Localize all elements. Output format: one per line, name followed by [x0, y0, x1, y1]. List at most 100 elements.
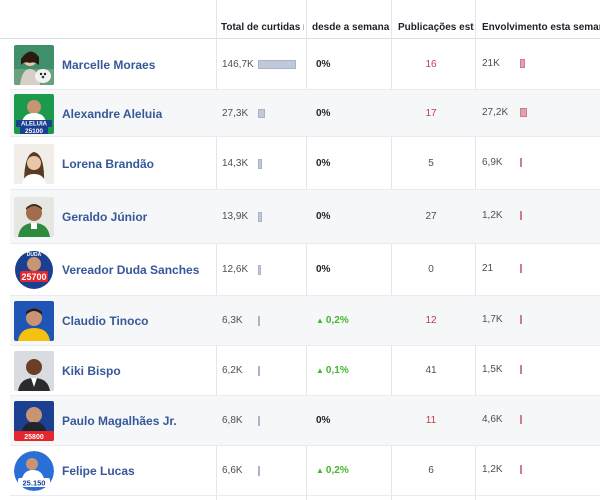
likes-bar — [258, 416, 260, 426]
weekly-change-text: 0% — [316, 107, 331, 119]
likes-bar — [258, 466, 260, 476]
total-likes-value: 6,3K — [222, 315, 243, 326]
engagement-value: 4,6K — [482, 414, 503, 425]
posts-count-value: 0 — [428, 264, 434, 275]
engagement-bar — [520, 58, 525, 68]
page-avatar[interactable] — [14, 197, 54, 237]
svg-text:ALELUIA: ALELUIA — [21, 121, 48, 127]
posts-count-value: 12 — [425, 315, 437, 326]
weekly-change-text: 0,2% — [325, 465, 349, 476]
weekly-change-value: ▲ 0,1% — [316, 365, 349, 376]
table-row: 25.150 Felipe Lucas 6,6K ▲ 0,2% 6 1,2K — [10, 446, 600, 496]
table-row: Claudio Tinoco 6,3K ▲ 0,2% 12 1,7K — [10, 296, 600, 346]
up-triangle-icon: ▲ — [316, 366, 324, 375]
engagement-value: 27,2K — [482, 106, 509, 118]
up-triangle-icon: ▲ — [316, 466, 324, 475]
posts-count-value: 17 — [425, 107, 437, 119]
engagement-bar — [520, 415, 522, 424]
weekly-change-value: 0% — [316, 264, 330, 275]
column-header-total-likes[interactable]: Total de curtidas na — [221, 22, 304, 33]
engagement-bar — [520, 465, 522, 474]
weekly-change-text: 0% — [316, 157, 331, 169]
likes-bar — [258, 108, 265, 118]
engagement-bar — [520, 157, 522, 167]
engagement-value: 1,5K — [482, 364, 503, 375]
column-divider — [306, 0, 307, 500]
page-name-link[interactable]: Claudio Tinoco — [62, 314, 149, 328]
table-row: 25700 DUDA Vereador Duda Sanches 12,6K 0% 0 21 — [10, 244, 600, 296]
likes-bar — [258, 158, 262, 169]
engagement-bar — [520, 315, 522, 324]
engagement-value: 1,2K — [482, 210, 503, 221]
weekly-change-value: 0% — [316, 108, 330, 119]
weekly-change-value: 0% — [316, 59, 330, 70]
column-header-since-week[interactable]: desde a semana p — [312, 22, 390, 33]
svg-text:25100: 25100 — [25, 128, 43, 134]
total-likes-value: 13,9K — [222, 211, 249, 222]
likes-bar — [258, 212, 262, 222]
column-header-posts-week[interactable]: Publicações esta s — [398, 22, 474, 33]
svg-text:25800: 25800 — [24, 434, 44, 441]
table-row: 25800 Paulo Magalhães Jr. 6,8K 0% 11 4,6K — [10, 396, 600, 446]
column-divider — [391, 0, 392, 500]
page-avatar[interactable]: 25800 — [14, 401, 54, 441]
row-divider — [10, 189, 600, 190]
page-avatar[interactable] — [14, 44, 54, 85]
likes-bar — [258, 59, 296, 69]
page-name-link[interactable]: Vereador Duda Sanches — [62, 263, 200, 277]
engagement-bar — [520, 264, 522, 273]
posts-count-value: 11 — [425, 415, 437, 426]
page-avatar[interactable] — [14, 301, 54, 341]
page-name-link[interactable]: Kiki Bispo — [62, 364, 121, 378]
likes-bar — [258, 265, 261, 275]
weekly-change-value: 0% — [316, 415, 330, 426]
engagement-bar — [520, 107, 527, 117]
page-name-link[interactable]: Geraldo Júnior — [62, 210, 148, 224]
weekly-change-value: 0% — [316, 211, 330, 222]
total-likes-value: 146,7K — [222, 58, 254, 70]
total-likes-value: 6,8K — [222, 415, 243, 426]
engagement-value: 1,7K — [482, 314, 503, 325]
row-divider — [10, 243, 600, 244]
engagement-bar — [520, 365, 522, 374]
table-header: Total de curtidas na desde a semana p Pu… — [0, 0, 600, 39]
weekly-change-value: 0% — [316, 158, 330, 169]
column-header-engagement-week[interactable]: Envolvimento esta semana — [482, 22, 600, 33]
engagement-bar — [520, 211, 522, 220]
posts-count-value: 16 — [425, 58, 437, 70]
row-divider — [10, 89, 600, 90]
weekly-change-value: ▲ 0,2% — [316, 465, 349, 476]
page-avatar[interactable] — [14, 351, 54, 391]
page-name-link[interactable]: Lorena Brandão — [62, 156, 155, 171]
weekly-change-text: 0% — [316, 211, 331, 222]
likes-bar — [258, 316, 260, 326]
weekly-change-value: ▲ 0,2% — [316, 315, 349, 326]
total-likes-value: 14,3K — [222, 157, 249, 169]
svg-text:DUDA: DUDA — [27, 252, 42, 258]
engagement-value: 21 — [482, 263, 494, 274]
posts-count-value: 6 — [428, 465, 434, 476]
weekly-change-text: 0% — [316, 415, 331, 426]
table-row: Geraldo Júnior 13,9K 0% 27 1,2K — [10, 190, 600, 244]
row-divider — [10, 345, 600, 346]
table-row: Kiki Bispo 6,2K ▲ 0,1% 41 1,5K — [10, 346, 600, 396]
page-name-link[interactable]: Alexandre Aleluia — [62, 106, 163, 121]
table-row: Lorena Brandão 14,3K 0% 5 6,9K — [10, 137, 600, 190]
svg-text:25700: 25700 — [21, 272, 46, 282]
page-avatar[interactable]: 25700 DUDA — [14, 250, 54, 290]
table-row: Marcelle Moraes 146,7K 0% 16 21K — [10, 39, 600, 90]
engagement-value: 1,2K — [482, 464, 503, 475]
page-name-link[interactable]: Paulo Magalhães Jr. — [62, 414, 177, 428]
likes-bar — [258, 366, 260, 376]
row-divider — [10, 445, 600, 446]
total-likes-value: 6,6K — [222, 465, 243, 476]
column-divider — [475, 0, 476, 500]
page-avatar[interactable]: 25.150 — [14, 451, 54, 491]
page-name-link[interactable]: Marcelle Moraes — [62, 57, 156, 72]
page-name-link[interactable]: Felipe Lucas — [62, 464, 135, 478]
row-divider — [10, 395, 600, 396]
page-avatar[interactable]: ALELUIA 25100 — [14, 93, 54, 134]
page-avatar[interactable] — [14, 143, 54, 184]
weekly-change-text: 0,2% — [325, 315, 349, 326]
weekly-change-text: 0% — [316, 264, 331, 275]
